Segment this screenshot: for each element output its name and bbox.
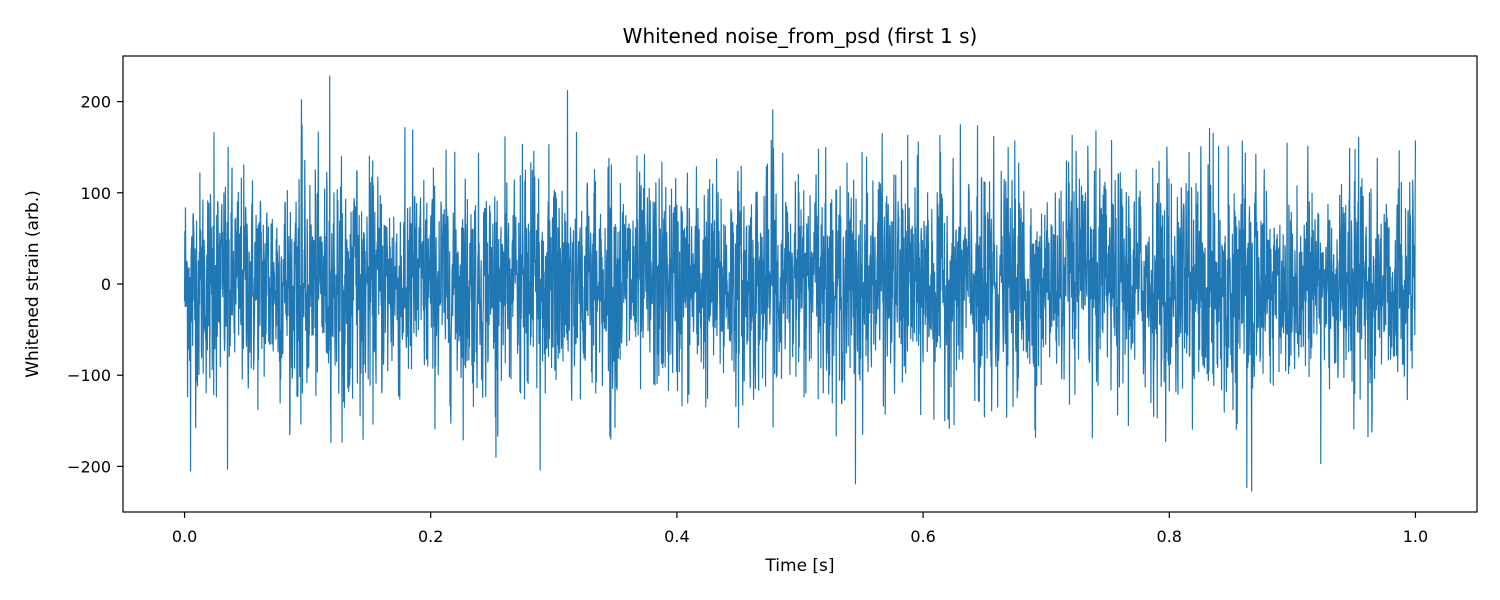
x-tick-label: 0.2 <box>418 527 443 546</box>
series-line <box>183 75 1417 492</box>
x-tick-label: 1.0 <box>1403 527 1428 546</box>
y-axis: −200 −100 0 100 200 <box>67 93 123 476</box>
plot-area <box>122 55 1478 513</box>
y-axis-label: Whitened strain (arb.) <box>23 190 43 378</box>
x-tick-label: 0.8 <box>1157 527 1182 546</box>
y-tick-label: −200 <box>67 457 111 476</box>
x-tick-label: 0.4 <box>664 527 689 546</box>
x-tick-label: 0.0 <box>172 527 197 546</box>
x-axis: 0.0 0.2 0.4 0.6 0.8 1.0 <box>172 512 1428 546</box>
y-tick-label: 200 <box>80 93 111 112</box>
chart-title: Whitened noise_from_psd (first 1 s) <box>623 24 978 48</box>
y-tick-label: 100 <box>80 184 111 203</box>
y-tick-label: 0 <box>101 275 111 294</box>
y-tick-label: −100 <box>67 366 111 385</box>
x-tick-label: 0.6 <box>910 527 935 546</box>
x-axis-label: Time [s] <box>764 556 834 576</box>
